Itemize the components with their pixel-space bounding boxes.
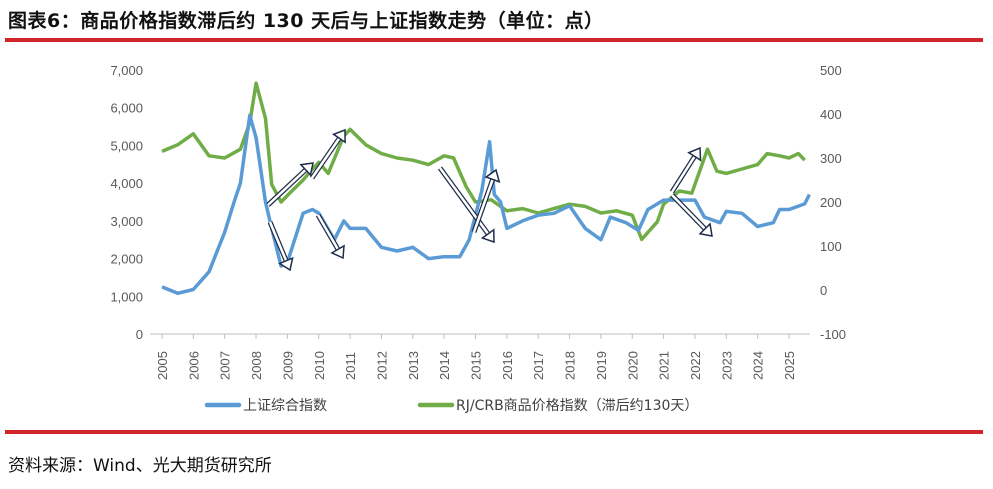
y-left-tick-label: 6,000 (110, 101, 143, 116)
source-note: 资料来源：Wind、光大期货研究所 (8, 456, 272, 476)
x-tick-label: 2019 (594, 351, 609, 380)
arrow-shaft-fill (472, 179, 494, 233)
trend-arrow (315, 213, 345, 260)
y-right-tick-label: 0 (820, 283, 827, 298)
y-right-tick-label: 400 (820, 107, 842, 122)
y-right-tick-label: 100 (820, 239, 842, 254)
x-tick-label: 2005 (155, 351, 170, 380)
trend-arrow (266, 162, 314, 207)
x-tick-label: 2022 (688, 351, 703, 380)
y-right-tick-label: 300 (820, 151, 842, 166)
arrow-shaft-fill (670, 155, 696, 193)
x-tick-label: 2020 (625, 351, 640, 380)
line-chart: 2005 2006 2007 2008 2009 2010 2011 2012 2013 2014… (110, 63, 846, 414)
x-tick-label: 2014 (437, 351, 452, 380)
arrow-head (299, 162, 314, 177)
arrow-shaft-fill (267, 168, 307, 206)
x-tick-label: 2024 (751, 351, 766, 380)
footer-divider (5, 430, 983, 434)
arrow-shaft-fill (671, 194, 706, 230)
x-tick-label: 2007 (218, 351, 233, 380)
arrow-shaft-fill (310, 137, 341, 179)
arrow-head (484, 168, 501, 183)
arrow-head (698, 222, 713, 237)
x-tick-label: 2016 (500, 351, 515, 380)
y-right-tick-label: -100 (820, 327, 846, 342)
y-left-tick-label: 1,000 (110, 289, 143, 304)
x-tick-label: 2025 (782, 351, 797, 380)
x-tick-label: 2008 (249, 351, 264, 380)
x-tick-label: 2021 (657, 351, 672, 380)
series-line-0 (161, 113, 811, 296)
x-tick-label: 2015 (469, 351, 484, 380)
y-left-tick-label: 2,000 (110, 252, 143, 267)
x-tick-label: 2010 (312, 351, 327, 380)
x-tick-label: 2006 (186, 351, 201, 380)
trend-arrow (471, 168, 501, 233)
x-tick-label: 2009 (280, 351, 295, 380)
y-left-tick-label: 4,000 (110, 176, 143, 191)
y-right-tick-label: 500 (820, 63, 842, 78)
series-line-1 (161, 81, 806, 242)
arrow-shaft-fill (316, 214, 340, 250)
arrow-head (331, 128, 346, 144)
x-tick-label: 2012 (374, 351, 389, 380)
x-tick-label: 2017 (531, 351, 546, 380)
arrow-shaft-fill (268, 221, 288, 262)
legend-label: RJ/CRB商品价格指数（滞后约130天） (456, 398, 698, 414)
x-tick-label: 2011 (343, 352, 358, 380)
y-right-tick-label: 200 (820, 195, 842, 210)
trend-arrow (437, 166, 495, 244)
arrow-head (330, 244, 345, 260)
x-tick-label: 2018 (563, 351, 578, 380)
arrow-head (687, 146, 702, 162)
y-left-tick-label: 7,000 (110, 63, 143, 78)
y-left-tick-label: 0 (136, 327, 143, 342)
chart-title: 图表6：商品价格指数滞后约 130 天后与上证指数走势（单位：点） (8, 10, 604, 32)
x-tick-label: 2013 (406, 351, 421, 380)
arrow-shaft-fill (438, 167, 490, 235)
trend-arrow (309, 128, 346, 180)
trend-arrow (267, 221, 294, 272)
title-divider (5, 38, 983, 42)
trend-arrow (670, 193, 713, 237)
y-left-tick-label: 3,000 (110, 214, 143, 229)
y-left-tick-label: 5,000 (110, 138, 143, 153)
arrow-head (480, 228, 495, 244)
trend-arrow (669, 146, 702, 194)
arrow-head (278, 256, 294, 272)
legend-label: 上证综合指数 (243, 398, 327, 414)
x-tick-label: 2023 (719, 351, 734, 380)
